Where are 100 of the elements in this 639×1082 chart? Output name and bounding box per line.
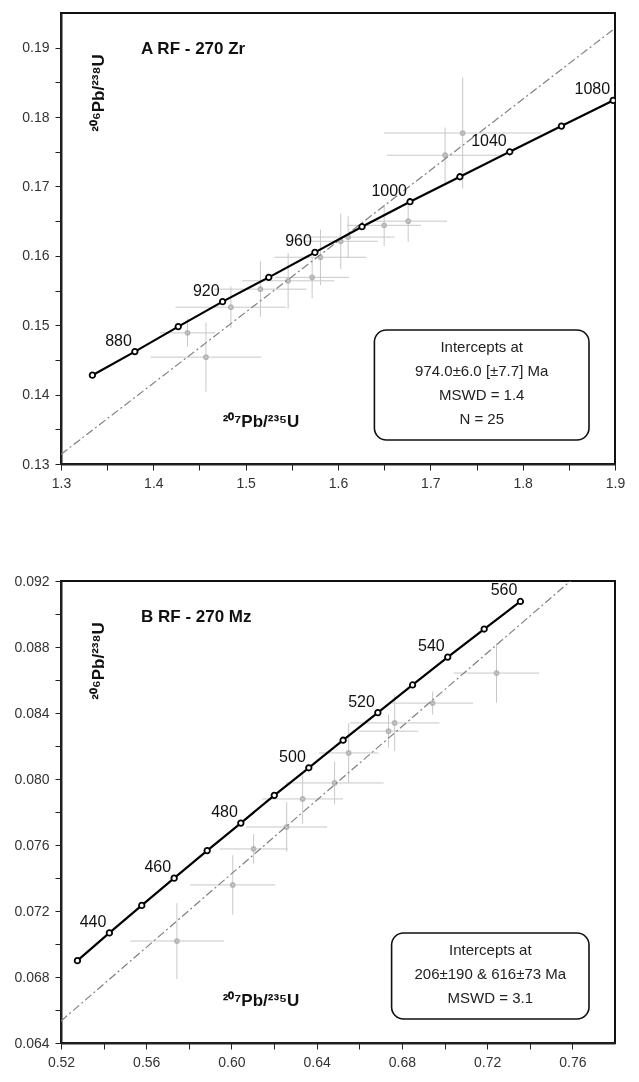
annotation: 480	[211, 803, 238, 821]
point	[203, 846, 211, 855]
point	[305, 764, 313, 772]
point	[88, 371, 97, 379]
y-tick-label: 0.13	[22, 455, 50, 472]
point	[408, 681, 417, 689]
x-tick-label: 0.72	[474, 1053, 502, 1070]
point	[174, 322, 182, 331]
x-tick-label: 1.5	[236, 474, 257, 491]
point	[73, 957, 82, 965]
point	[257, 286, 264, 293]
y-tick-label: 0.088	[14, 638, 50, 655]
x-tick-label: 1.7	[421, 474, 441, 491]
point	[311, 248, 319, 257]
point	[283, 824, 290, 830]
y-tick-label: 0.092	[14, 572, 50, 589]
annotation: 920	[192, 281, 220, 299]
point	[391, 720, 398, 726]
point	[405, 218, 412, 225]
point	[374, 709, 382, 717]
text: A RF - 270 Zr	[141, 39, 246, 58]
text: B RF - 270 Mz	[141, 607, 252, 626]
point	[250, 846, 257, 852]
y-tick-label: 0.19	[22, 39, 50, 56]
point	[516, 597, 525, 606]
point	[229, 882, 236, 888]
x-tick-label: 0.64	[303, 1053, 332, 1070]
x-tick-label: 1.6	[328, 474, 349, 491]
point	[228, 304, 234, 311]
point	[131, 347, 139, 356]
point	[265, 273, 273, 281]
point	[493, 670, 500, 676]
point	[429, 700, 436, 706]
y-tick-label: 0.080	[14, 770, 50, 787]
annotation: 960	[285, 232, 313, 250]
x-tick-label: 0.56	[133, 1053, 161, 1070]
y-tick-label: 0.064	[14, 1034, 50, 1051]
point	[331, 780, 338, 786]
annotation: Intercepts at	[449, 941, 533, 958]
x-tick-label: 1.8	[513, 474, 534, 491]
annotation: N = 25	[459, 410, 505, 427]
x-axis-title: ²⁰⁷Pb/²³⁵U	[222, 412, 300, 431]
y-axis-title: ²⁰⁶Pb/²³⁸U	[89, 622, 108, 700]
annotation: 540	[418, 637, 445, 655]
point	[406, 198, 414, 206]
annotation: 206±190 & 616±73 Ma	[414, 965, 567, 982]
annotation: 500	[279, 747, 306, 765]
y-tick-label: 0.068	[14, 968, 50, 985]
annotation: MSWD = 1.4	[438, 386, 525, 403]
point	[184, 330, 191, 336]
annotation: MSWD = 3.1	[447, 989, 534, 1006]
point	[285, 277, 292, 284]
x-tick-label: 0.68	[388, 1053, 417, 1070]
annotation: 460	[144, 858, 172, 876]
point	[309, 274, 316, 281]
annotation: 1080	[574, 80, 611, 98]
x-axis-title: ²⁰⁷Pb/²³⁵U	[222, 991, 300, 1010]
x-tick-label: 0.52	[47, 1053, 76, 1070]
x-tick-label: 0.60	[218, 1053, 246, 1070]
point	[170, 874, 178, 882]
x-tick-label: 1.9	[605, 474, 626, 491]
x-tick-label: 1.3	[51, 474, 72, 491]
point	[459, 130, 466, 136]
annotation: 560	[490, 581, 518, 599]
point	[105, 929, 114, 937]
y-tick-label: 0.16	[22, 247, 50, 264]
point	[218, 298, 227, 306]
point	[358, 223, 366, 231]
annotation: 440	[79, 912, 107, 930]
point	[480, 625, 488, 633]
point	[506, 148, 514, 156]
point	[442, 152, 448, 159]
y-tick-label: 0.14	[22, 386, 50, 403]
point	[237, 819, 245, 827]
point	[270, 791, 278, 799]
annotation: 1000	[371, 181, 408, 199]
point	[138, 901, 146, 910]
y-tick-label: 0.072	[14, 902, 50, 919]
y-tick-label: 0.18	[22, 108, 50, 125]
point	[345, 750, 352, 756]
point	[456, 173, 464, 181]
y-tick-label: 0.15	[22, 316, 50, 333]
point	[444, 653, 452, 661]
point	[557, 122, 566, 130]
y-tick-label: 0.17	[22, 177, 50, 194]
y-axis-title: ²⁰⁶Pb/²³⁸U	[89, 54, 108, 132]
point	[385, 728, 392, 735]
point	[203, 354, 209, 361]
point	[174, 938, 180, 944]
y-tick-label: 0.076	[14, 836, 50, 853]
annotation: 520	[348, 692, 375, 710]
annotation: 1040	[471, 131, 507, 149]
y-tick-label: 0.084	[14, 704, 50, 721]
annotation: 880	[105, 331, 132, 349]
annotation: Intercepts at	[440, 338, 524, 355]
point	[299, 796, 306, 802]
point	[381, 222, 388, 229]
annotation: 974.0±6.0 [±7.7] Ma	[415, 362, 549, 379]
x-tick-label: 1.4	[144, 474, 164, 491]
x-tick-label: 0.76	[559, 1053, 587, 1070]
